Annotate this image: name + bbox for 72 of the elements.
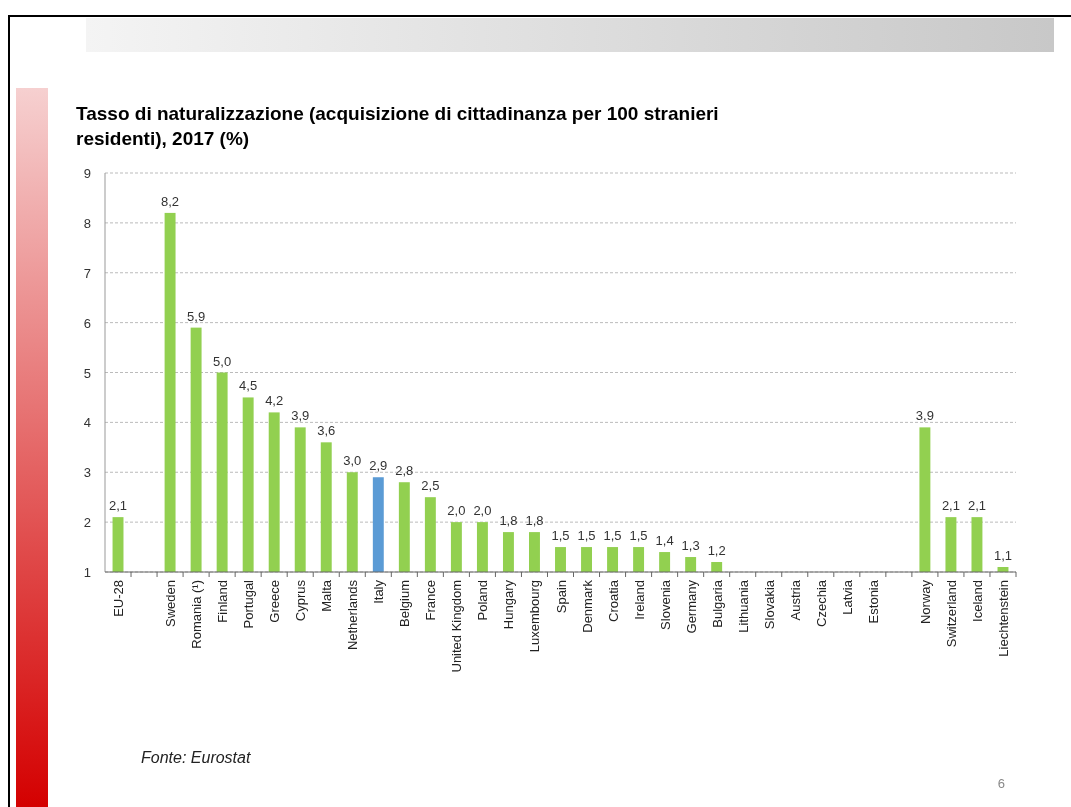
x-tick-label: Belgium [397,580,413,627]
text: 6 [997,776,1005,791]
data-label: 2,0 [447,503,466,519]
x-tick-label: Malta [319,579,335,612]
x-tick-label: Ireland [631,580,647,620]
data-label: 1,8 [499,513,518,529]
data-label: 1,5 [577,528,596,544]
data-label: 1,4 [655,533,674,549]
data-label: 5,0 [213,353,232,369]
x-tick-label: Latvia [839,579,855,615]
x-tick-label: Switzerland [943,580,959,648]
x-tick-label: Finland [215,580,231,623]
x-tick-label: Croatia [605,579,621,622]
data-label: 1,5 [603,528,622,544]
x-tick-label: Bulgaria [709,579,725,628]
data-label: 1,5 [629,528,648,544]
x-tick-label: EU-28 [111,580,127,617]
data-label: 2,1 [108,498,128,514]
x-tick-label: Slovenia [657,579,673,630]
y-tick-label: 2 [83,515,91,531]
x-tick-label: Slovakia [761,579,777,630]
data-label: 2,5 [421,478,440,494]
chart-title: Tasso di naturalizzazione (acquisizione di cittadinanza per 100 stranieri residenti), 2017 (%) [76,103,719,149]
x-tick-label: Austria [787,579,803,621]
x-tick-label: Portugal [241,579,257,629]
y-tick-label: 7 [83,265,91,281]
data-label: 1,3 [681,538,700,554]
x-tick-label: Norway [917,579,933,625]
y-tick-label: 1 [83,565,91,580]
x-tick-label: Czechia [813,579,829,627]
x-tick-label: Poland [475,580,491,621]
x-tick-label: France [423,580,439,621]
source-note: Fonte: Eurostat [141,749,251,766]
data-label: 2,1 [967,498,986,514]
x-tick-label: Estonia [865,579,881,624]
x-tick-label: Iceland [969,580,985,622]
x-tick-label: Cyprus [293,579,309,622]
data-label: 3,6 [317,423,336,439]
data-label: 3,9 [915,408,934,424]
data-label: 1,2 [707,543,726,559]
x-tick-label: Romania (¹) [189,580,205,649]
data-label: 1,8 [525,513,544,529]
x-tick-label: Luxembourg [527,580,543,653]
x-tick-label: Hungary [501,579,517,630]
data-label: 2,0 [473,503,492,519]
data-label: 4,5 [239,378,258,394]
x-tick-label: Greece [267,580,283,623]
x-tick-label: Italy [371,579,387,604]
data-label: 2,8 [395,463,414,479]
data-label: 2,1 [941,498,960,514]
y-tick-label: 6 [83,315,91,331]
x-tick-label: Netherlands [345,579,361,651]
data-label: 3,9 [291,408,310,424]
data-label: 4,2 [265,393,284,409]
data-label: 1,5 [551,528,570,544]
data-label: 1,1 [993,548,1013,564]
y-tick-label: 4 [83,415,91,431]
x-tick-label: Spain [553,580,569,614]
data-label: 3,0 [343,453,362,469]
x-tick-label: Germany [683,579,699,634]
y-tick-label: 9 [83,166,91,181]
data-label: 8,2 [161,193,180,209]
x-tick-label: Lithuania [735,579,751,633]
x-tick-label: Liechtenstein [995,580,1011,657]
data-label: 2,9 [369,458,388,474]
x-tick-label: United Kingdom [449,580,465,673]
y-tick-label: 5 [83,365,91,381]
x-tick-label: Denmark [579,579,595,633]
y-tick-label: 3 [83,465,91,481]
x-tick-label: Sweden [163,580,179,627]
y-tick-label: 8 [83,215,91,231]
data-label: 5,9 [187,308,206,324]
